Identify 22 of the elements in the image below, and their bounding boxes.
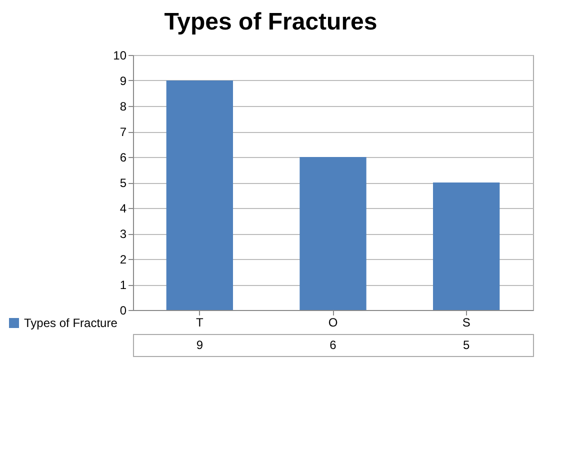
data-label: 5 [462, 338, 470, 352]
y-tick-label: 0 [120, 304, 127, 318]
y-tick-label: 6 [120, 150, 127, 164]
y-tick-label: 1 [120, 278, 127, 292]
bar [300, 157, 366, 310]
data-label: 6 [330, 338, 337, 352]
y-tick-label: 10 [113, 48, 127, 62]
y-tick-label: 9 [120, 74, 127, 88]
y-tick-label: 7 [120, 125, 127, 139]
legend-label: Types of Fracture [24, 316, 118, 330]
y-tick-label: 4 [120, 202, 127, 216]
x-tick-label: S [462, 316, 470, 330]
bar [433, 182, 500, 310]
chart-title: Types of Fractures [164, 8, 378, 36]
x-tick-label: T [196, 316, 204, 330]
y-tick-label: 2 [120, 252, 127, 266]
data-label: 9 [196, 338, 204, 352]
y-tick-label: 5 [120, 176, 127, 190]
y-tick-label: 8 [120, 100, 127, 114]
x-tick-label: O [328, 316, 338, 330]
y-tick-label: 3 [120, 227, 127, 241]
bar [166, 80, 233, 310]
